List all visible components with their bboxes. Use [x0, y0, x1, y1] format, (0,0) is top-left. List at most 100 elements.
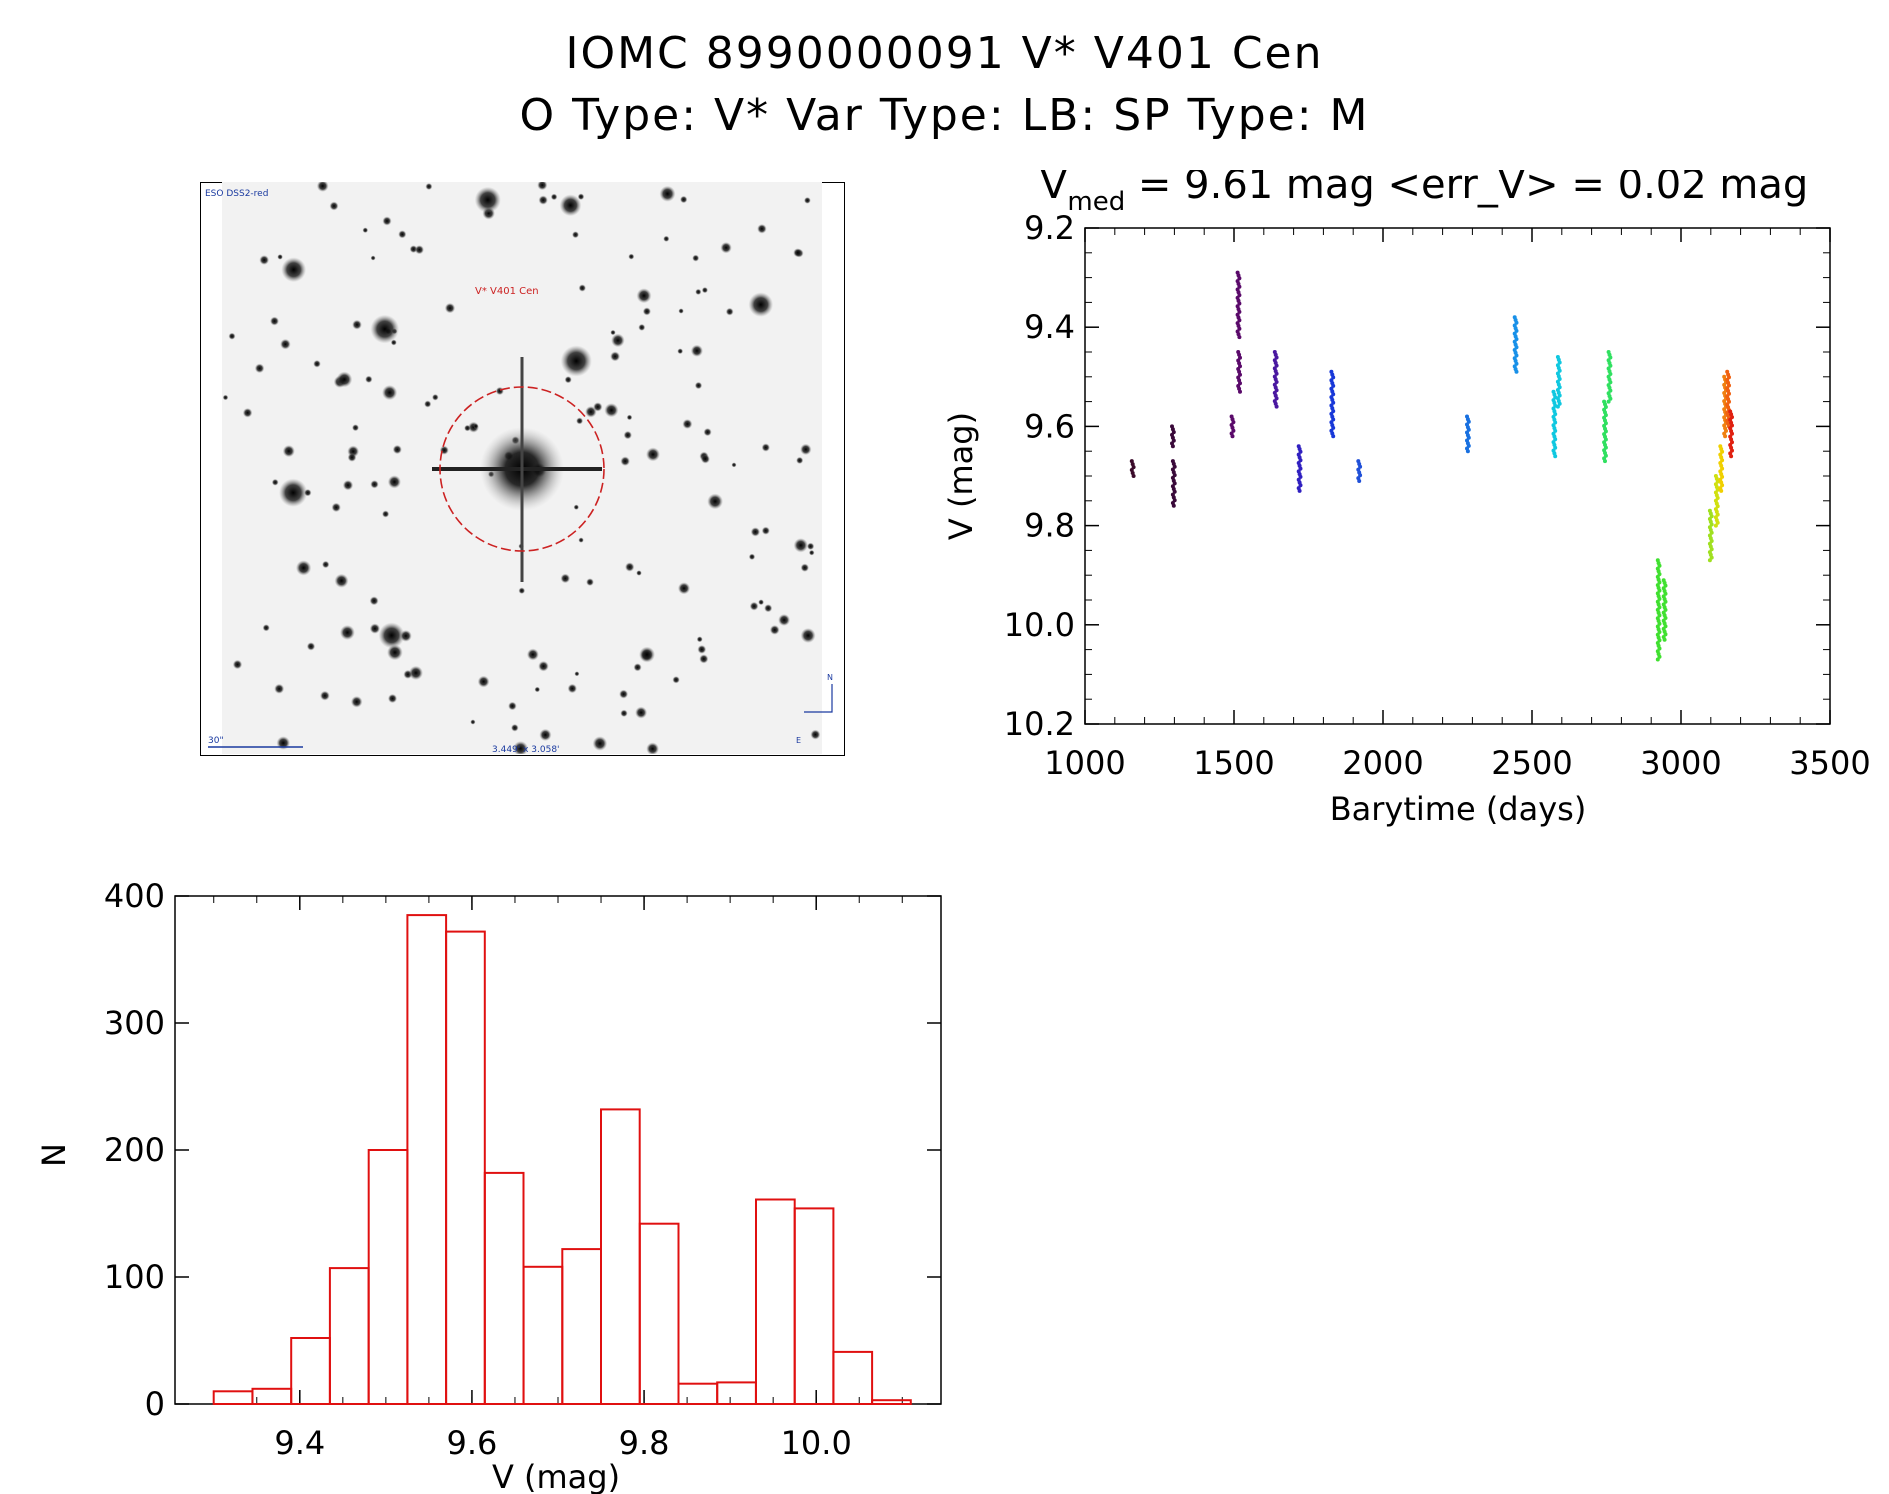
field-star	[604, 403, 619, 418]
field-star	[690, 344, 703, 357]
hist-x-tick-label: 10.0	[781, 1424, 852, 1462]
field-star	[720, 242, 732, 254]
field-star	[707, 493, 723, 510]
fov-label: 3.449' x 3.058'	[492, 745, 560, 755]
hist-bar	[793, 1207, 835, 1405]
field-star	[577, 193, 585, 200]
target-star	[432, 357, 602, 582]
hist-x-tick-label: 9.8	[619, 1424, 670, 1462]
hist-bar	[832, 1350, 874, 1405]
field-star	[800, 628, 816, 643]
hist-bar	[755, 1198, 796, 1405]
field-star	[560, 573, 571, 584]
field-star	[586, 578, 594, 586]
field-star	[350, 696, 363, 708]
field-star	[369, 623, 381, 634]
lc-y-tick-label: 9.8	[1024, 507, 1075, 545]
field-star	[697, 645, 707, 654]
field-star	[623, 430, 632, 440]
lc-data-point	[1331, 375, 1336, 380]
lc-data-point	[1129, 468, 1134, 472]
field-star	[573, 504, 579, 510]
field-star	[387, 693, 398, 704]
field-star	[567, 683, 577, 694]
field-star	[800, 563, 809, 572]
field-star	[633, 663, 642, 672]
field-star	[281, 257, 307, 283]
field-star	[793, 538, 808, 553]
field-star	[611, 333, 625, 348]
field-star	[365, 375, 373, 383]
target-circle	[439, 386, 605, 552]
lc-data-point	[1130, 471, 1135, 475]
lc-x-tick-label: 3500	[1789, 744, 1870, 782]
field-star	[270, 316, 279, 326]
hist-y-tick-label: 200	[104, 1131, 165, 1169]
hist-ylabel: N	[40, 1143, 73, 1167]
field-star	[320, 690, 330, 701]
field-star	[810, 729, 821, 740]
field-star	[352, 319, 362, 330]
hist-bar	[638, 1222, 680, 1406]
field-star	[695, 288, 702, 295]
field-star	[578, 537, 584, 543]
field-star	[539, 728, 552, 742]
field-star	[748, 292, 774, 317]
lc-data-point	[1237, 276, 1242, 281]
lc-data-point	[1171, 503, 1176, 508]
field-star	[749, 601, 759, 611]
field-star	[306, 642, 316, 651]
field-star	[400, 630, 412, 642]
field-star	[639, 646, 655, 663]
field-star	[564, 376, 572, 384]
lc-plot-frame	[1084, 227, 1831, 725]
field-star	[750, 527, 761, 537]
hist-bar	[871, 1399, 912, 1406]
field-star	[414, 245, 424, 255]
hist-bar	[716, 1381, 757, 1406]
lc-data-point	[1553, 445, 1558, 450]
field-star	[559, 194, 582, 217]
field-stars	[222, 182, 821, 754]
field-star	[748, 553, 756, 560]
north-label: N	[827, 673, 833, 682]
field-star	[592, 736, 608, 751]
lc-xlabel: Barytime (days)	[1330, 790, 1587, 828]
field-star	[560, 345, 592, 377]
field-star	[635, 706, 648, 719]
field-star	[758, 599, 764, 606]
field-star	[534, 686, 541, 693]
field-star	[232, 659, 243, 670]
hist-bar	[290, 1337, 331, 1405]
field-star	[610, 329, 616, 336]
field-star	[576, 417, 584, 425]
field-star	[628, 253, 635, 260]
hist-y-tick-label: 100	[104, 1258, 165, 1296]
lc-title: Vmed = 9.61 mag <err_V> = 0.02 mag	[1040, 170, 1808, 217]
lc-data-point	[1719, 488, 1724, 493]
field-star	[701, 287, 708, 294]
hist-bar	[445, 930, 486, 1405]
field-star	[700, 454, 710, 464]
field-star	[692, 254, 700, 262]
field-star	[362, 227, 369, 233]
field-star	[757, 224, 767, 234]
lc-y-tick-label: 9.6	[1024, 407, 1075, 445]
lc-data-point	[1729, 454, 1734, 459]
field-star	[725, 307, 734, 316]
field-star	[699, 654, 709, 664]
field-star	[574, 671, 580, 677]
histogram-chart: 9.4 9.6 9.8 10.0 0 100 200 300 400 V (mag) N	[40, 877, 942, 1494]
hist-plot-frame	[174, 895, 942, 1405]
field-star	[316, 182, 329, 192]
field-star	[336, 371, 353, 388]
field-star	[370, 255, 376, 261]
lc-data-point	[1553, 454, 1558, 459]
field-star	[538, 195, 548, 205]
field-star	[677, 348, 684, 355]
field-star	[408, 665, 423, 680]
field-star	[304, 489, 312, 497]
lc-data-point	[1555, 404, 1560, 409]
hist-bar	[483, 1171, 525, 1405]
lc-data-point	[1230, 434, 1235, 439]
